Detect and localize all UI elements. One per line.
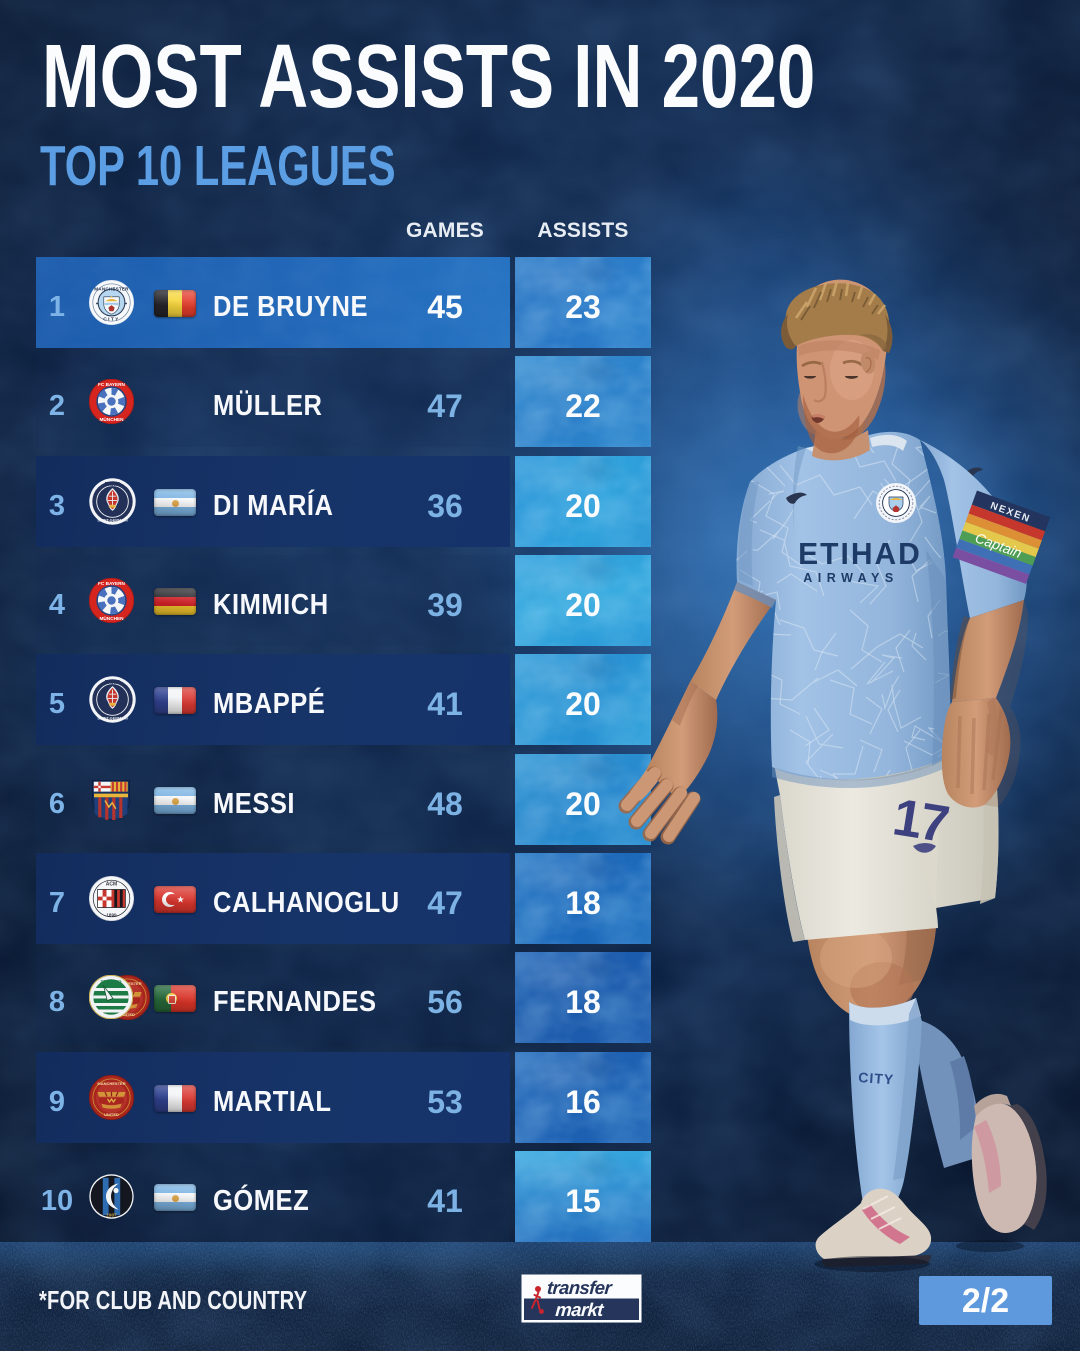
svg-text:SPORTING: SPORTING [101,979,122,984]
svg-text:PARIS: PARIS [105,482,121,488]
svg-text:UNITED: UNITED [120,1012,135,1017]
svg-text:AIRWAYS: AIRWAYS [803,571,898,585]
svg-text:CITY: CITY [858,1069,895,1087]
svg-text:MÜNCHEN: MÜNCHEN [100,416,125,422]
svg-text:MÜNCHEN: MÜNCHEN [100,615,125,621]
svg-text:1899: 1899 [106,912,117,917]
svg-text:CITY: CITY [103,317,120,323]
svg-text:17: 17 [889,788,951,854]
svg-text:ACM: ACM [106,882,117,888]
svg-text:1907: 1907 [106,1212,117,1217]
svg-text:markt: markt [555,1299,605,1320]
svg-text:FC BAYERN: FC BAYERN [98,581,126,586]
svg-text:MANCHESTER: MANCHESTER [97,1081,125,1086]
svg-text:FC BAYERN: FC BAYERN [98,382,126,387]
svg-text:SAINT-GERMAIN: SAINT-GERMAIN [97,519,128,523]
svg-text:UNITED: UNITED [104,1112,119,1117]
svg-text:PARIS: PARIS [105,680,121,686]
svg-text:transfer: transfer [546,1277,614,1298]
svg-text:SAINT-GERMAIN: SAINT-GERMAIN [97,717,128,721]
svg-text:ETIHAD: ETIHAD [798,538,922,571]
svg-text:MANCHESTER: MANCHESTER [94,286,129,291]
